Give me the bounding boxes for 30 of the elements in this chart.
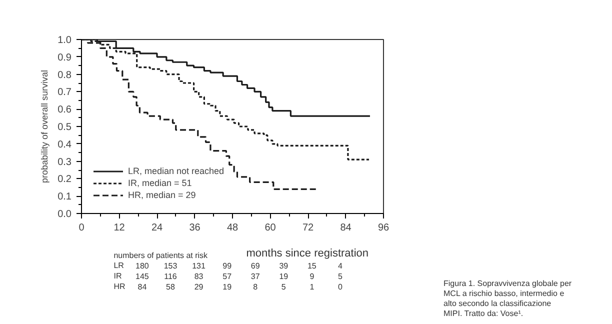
legend-label: IR, median = 51 [128, 177, 192, 189]
x-tick-label: 24 [151, 222, 163, 234]
x-tick-label: 12 [114, 222, 126, 234]
y-tick-label: 1.0 [58, 35, 72, 46]
x-tick-label: 60 [264, 222, 276, 234]
y-tick-label: 0.4 [58, 139, 72, 150]
y-axis-title: probability of overall survival [40, 70, 50, 184]
y-tick-label: 0.3 [58, 156, 72, 168]
text: numbers of patients at risk [114, 251, 209, 260]
x-axis-title: months since registration [246, 248, 369, 260]
y-tick-label: 0.5 [58, 122, 72, 133]
x-tick-label: 36 [189, 222, 201, 234]
x-tick-label: 84 [340, 222, 352, 234]
y-tick-label: 0.6 [58, 104, 72, 116]
text: HR 84 58 29 19 8 5 1 0 [114, 282, 342, 292]
text: LR 180 153 131 99 69 39 15 4 [114, 261, 342, 270]
y-tick-label: 0.8 [58, 70, 72, 81]
y-tick-label: 0.7 [58, 87, 72, 98]
legend-label: HR, median = 29 [128, 189, 196, 201]
x-tick-label: 72 [302, 222, 314, 234]
text: IR 145 116 83 57 37 19 9 5 [114, 272, 342, 281]
x-tick-label: 48 [226, 222, 238, 234]
y-tick-label: 0.9 [58, 52, 72, 64]
x-tick-label: 0 [78, 222, 85, 234]
legend-label: LR, median not reached [128, 165, 224, 177]
text: Figura 1. Sopravvivenza globale per MCL a rischio basso, intermedio e alto secondo la classificazione MIPI. Tratto da: Vose¹. [444, 279, 572, 318]
y-tick-label: 0.2 [58, 174, 72, 186]
y-tick-label: 0.0 [58, 209, 72, 220]
x-tick-label: 96 [378, 222, 390, 234]
y-tick-label: 0.1 [58, 192, 72, 203]
